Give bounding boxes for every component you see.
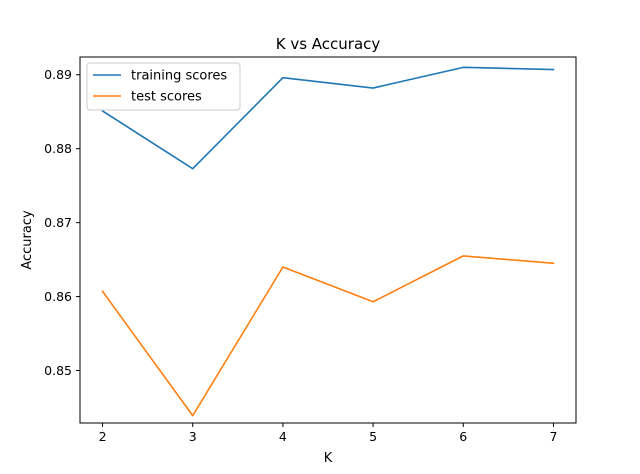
chart-title: K vs Accuracy — [276, 35, 381, 53]
x-tick-label: 6 — [459, 429, 467, 444]
legend-label-0: training scores — [131, 69, 227, 84]
series-layer — [101, 66, 555, 417]
series-line-1 — [101, 255, 555, 417]
y-axis-title: Accuracy — [20, 210, 35, 270]
y-tick-label: 0.85 — [44, 363, 72, 378]
y-tick-label: 0.87 — [44, 215, 72, 230]
y-tick-label: 0.88 — [44, 141, 72, 156]
legend-box — [86, 62, 241, 111]
legend: training scores test scores — [86, 62, 241, 111]
x-axis-title: K — [324, 451, 333, 466]
x-tick-label: 3 — [189, 429, 197, 444]
legend-entries: training scores test scores — [93, 69, 227, 105]
y-tick-label: 0.89 — [44, 67, 72, 82]
y-axis-ticks: 0.85 0.86 0.87 0.88 0.89 — [44, 67, 80, 378]
y-tick-label: 0.86 — [44, 289, 72, 304]
x-axis-ticks: 2 3 4 5 6 7 — [99, 423, 557, 444]
x-tick-label: 5 — [369, 429, 377, 444]
plot-frame — [79, 56, 577, 424]
series-line-0 — [101, 66, 555, 170]
x-tick-label: 7 — [549, 429, 557, 444]
legend-label-1: test scores — [131, 90, 202, 105]
x-tick-label: 2 — [99, 429, 107, 444]
x-tick-label: 4 — [279, 429, 287, 444]
